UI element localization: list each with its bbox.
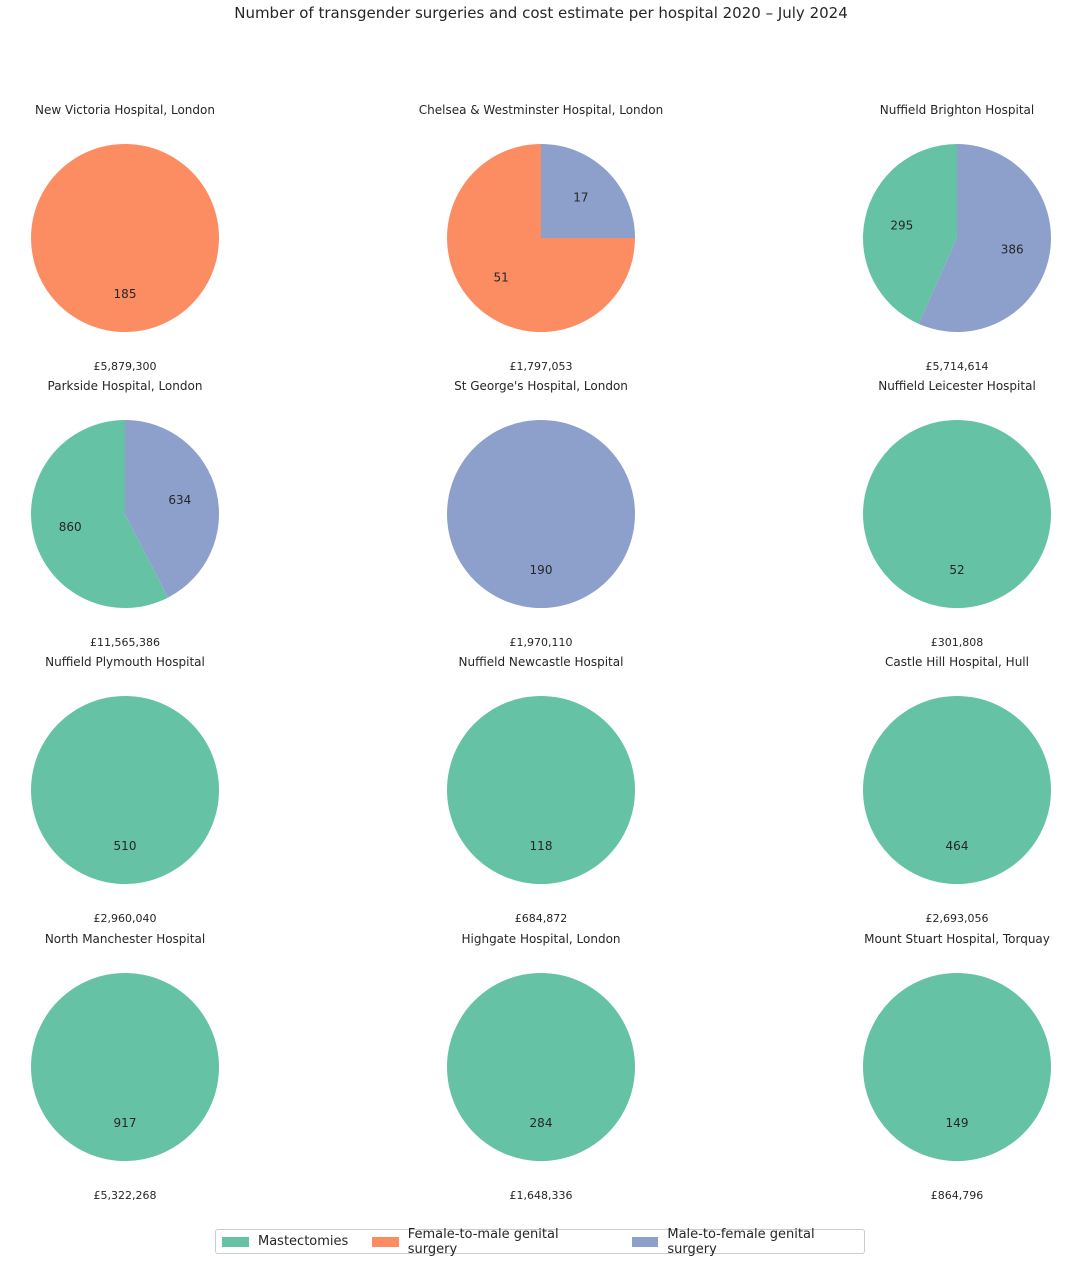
slice-mastectomies xyxy=(447,973,635,1161)
cost-estimate: £5,879,300 xyxy=(94,360,157,373)
slice-male-to-female-genital-surgery xyxy=(125,420,219,598)
legend-item-mastectomies: Mastectomies xyxy=(222,1234,348,1249)
slice-mastectomies xyxy=(863,420,1051,608)
slice-label-mastectomies: 52 xyxy=(949,563,964,577)
cost-estimate: £11,565,386 xyxy=(90,636,160,649)
legend: Mastectomies Female-to-male genital surg… xyxy=(215,1226,865,1257)
slice-mastectomies xyxy=(30,420,169,608)
slice-label-male-to-female-genital-surgery: 17 xyxy=(573,191,588,205)
legend-swatch-male-to-female xyxy=(631,1236,659,1247)
slice-label-female-to-male-genital-surgery: 185 xyxy=(114,287,137,301)
pie-mount-stuart-hospital-torquay: Mount Stuart Hospital, Torquay 149 £864,79… xyxy=(863,932,1051,1202)
slice-label-mastectomies: 118 xyxy=(530,839,553,853)
pie-title: Nuffield Brighton Hospital xyxy=(880,103,1034,117)
slice-label-mastectomies: 510 xyxy=(114,839,137,853)
pie-chart-grid: New Victoria Hospital, London 185 £5,879,3… xyxy=(30,103,1051,1202)
slice-label-mastectomies: 860 xyxy=(59,520,82,534)
pie-title: Nuffield Leicester Hospital xyxy=(878,379,1036,393)
legend-swatch-mastectomies xyxy=(222,1236,249,1247)
cost-estimate: £301,808 xyxy=(931,636,984,649)
pie-title: St George's Hospital, London xyxy=(454,379,628,393)
slice-male-to-female-genital-surgery xyxy=(541,144,635,238)
legend-swatch-female-to-male xyxy=(372,1236,399,1247)
slice-mastectomies xyxy=(863,696,1051,884)
cost-estimate: £864,796 xyxy=(931,1189,984,1202)
cost-estimate: £1,648,336 xyxy=(510,1189,573,1202)
slice-label-mastectomies: 917 xyxy=(114,1116,137,1130)
pie-title: Nuffield Newcastle Hospital xyxy=(459,655,624,669)
legend-item-male-to-female: Male-to-female genital surgery xyxy=(631,1226,864,1257)
pie-north-manchester-hospital: North Manchester Hospital 917 £5,322,268 xyxy=(31,932,219,1202)
cost-estimate: £2,693,056 xyxy=(926,912,989,925)
pie-nuffield-newcastle-hospital: Nuffield Newcastle Hospital 118 £684,872 xyxy=(447,655,635,925)
pie-title: New Victoria Hospital, London xyxy=(35,103,215,117)
slice-label-male-to-female-genital-surgery: 634 xyxy=(168,493,191,507)
pie-parkside-hospital-london: Parkside Hospital, London 860 634 £11,565,3… xyxy=(30,379,219,649)
cost-estimate: £1,797,053 xyxy=(510,360,573,373)
slice-label-mastectomies: 149 xyxy=(946,1116,969,1130)
pie-castle-hill-hospital-hull: Castle Hill Hospital, Hull 464 £2,693,056 xyxy=(863,655,1051,925)
pie-title: Castle Hill Hospital, Hull xyxy=(885,655,1029,669)
slice-mastectomies xyxy=(31,973,219,1161)
slice-label-male-to-female-genital-surgery: 190 xyxy=(530,563,553,577)
cost-estimate: £1,970,110 xyxy=(510,636,573,649)
legend-label-male-to-female: Male-to-female genital surgery xyxy=(667,1226,815,1257)
slice-label-mastectomies: 284 xyxy=(530,1116,553,1130)
pie-st-george-s-hospital-london: St George's Hospital, London 190 £1,970,11… xyxy=(447,379,635,649)
slice-mastectomies xyxy=(863,144,957,324)
pie-title: Highgate Hospital, London xyxy=(461,932,620,946)
pie-title: Chelsea & Westminster Hospital, London xyxy=(419,103,663,117)
legend-label-mastectomies: Mastectomies xyxy=(258,1234,349,1249)
slice-mastectomies xyxy=(31,696,219,884)
pie-nuffield-brighton-hospital: Nuffield Brighton Hospital 295 386 £5,714,6… xyxy=(863,103,1051,373)
pie-title: Parkside Hospital, London xyxy=(48,379,203,393)
cost-estimate: £5,714,614 xyxy=(926,360,989,373)
slice-female-to-male-genital-surgery xyxy=(31,144,219,332)
slice-mastectomies xyxy=(447,696,635,884)
slice-label-male-to-female-genital-surgery: 386 xyxy=(1001,242,1024,256)
slice-male-to-female-genital-surgery xyxy=(918,144,1051,332)
slice-mastectomies xyxy=(863,973,1051,1161)
pie-title: Mount Stuart Hospital, Torquay xyxy=(864,932,1050,946)
pie-nuffield-leicester-hospital: Nuffield Leicester Hospital 52 £301,808 xyxy=(863,379,1051,649)
slice-label-mastectomies: 464 xyxy=(946,839,969,853)
slice-male-to-female-genital-surgery xyxy=(447,420,635,608)
legend-label-female-to-male: Female-to-male genital surgery xyxy=(407,1226,559,1257)
pie-title: Nuffield Plymouth Hospital xyxy=(45,655,205,669)
pie-new-victoria-hospital-london: New Victoria Hospital, London 185 £5,879,3… xyxy=(31,103,219,373)
slice-label-female-to-male-genital-surgery: 51 xyxy=(493,270,508,284)
legend-item-female-to-male: Female-to-male genital surgery xyxy=(372,1227,608,1257)
slice-label-mastectomies: 295 xyxy=(890,219,913,233)
cost-estimate: £2,960,040 xyxy=(94,912,157,925)
pie-chelsea-westminster-hospital-london: Chelsea & Westminster Hospital, London 51… xyxy=(419,103,663,373)
pie-highgate-hospital-london: Highgate Hospital, London 284 £1,648,336 xyxy=(447,932,635,1202)
pie-title: North Manchester Hospital xyxy=(45,932,205,946)
cost-estimate: £5,322,268 xyxy=(94,1189,157,1202)
pie-nuffield-plymouth-hospital: Nuffield Plymouth Hospital 510 £2,960,040 xyxy=(31,655,219,925)
cost-estimate: £684,872 xyxy=(515,912,568,925)
chart-title: Number of transgender surgeries and cost… xyxy=(234,4,848,22)
